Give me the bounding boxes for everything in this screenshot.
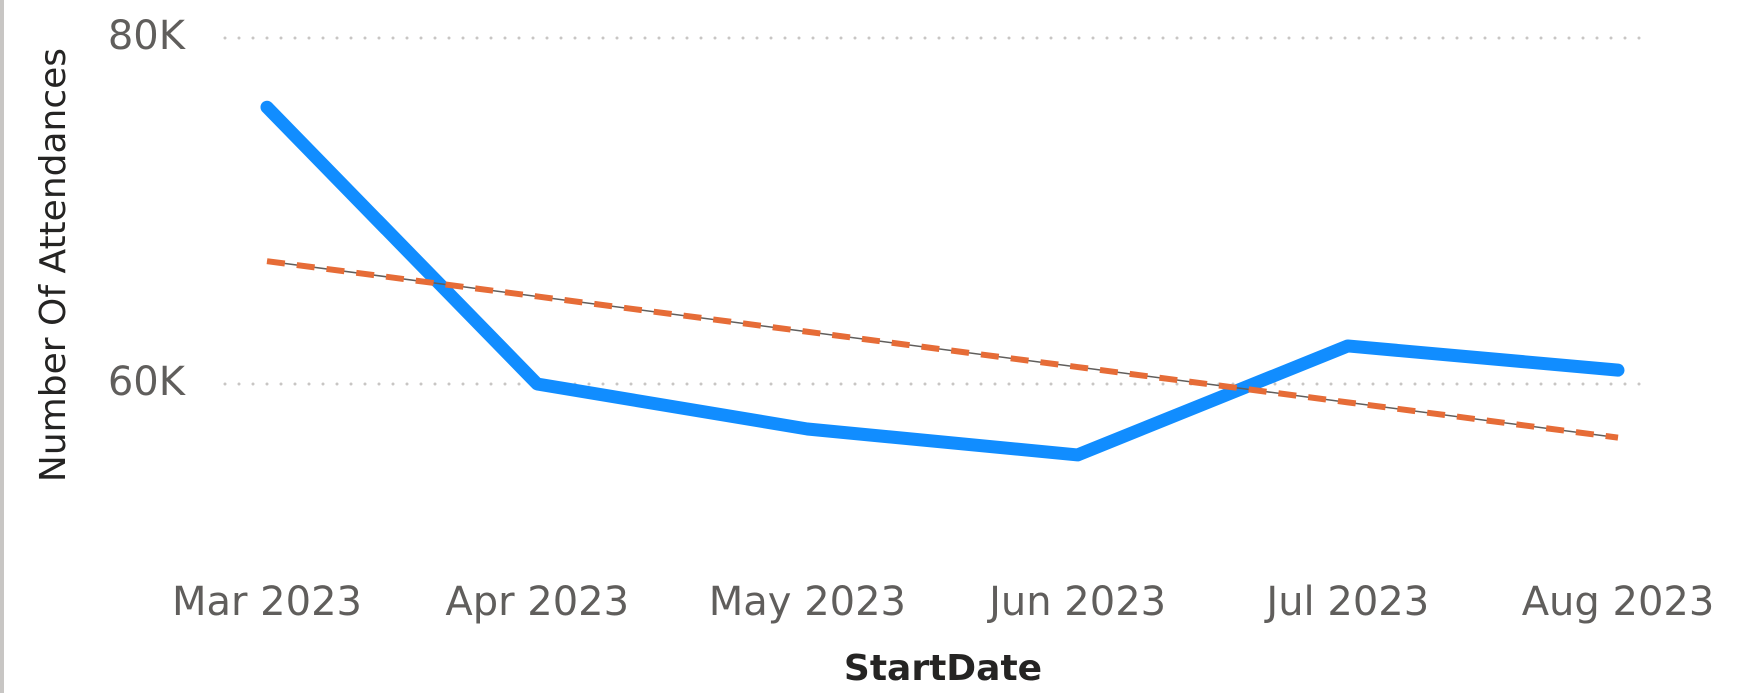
y-axis-title: Number Of Attendances bbox=[33, 48, 74, 482]
trend-line bbox=[266, 258, 1619, 441]
series-line bbox=[260, 100, 1625, 462]
y-tick-label: 80K bbox=[108, 13, 187, 59]
x-tick-label: Apr 2023 bbox=[445, 579, 629, 625]
x-tick-label: Mar 2023 bbox=[172, 579, 362, 625]
x-tick-label: May 2023 bbox=[709, 579, 906, 625]
x-tick-label: Aug 2023 bbox=[1522, 579, 1715, 625]
x-tick-label: Jul 2023 bbox=[1263, 579, 1429, 625]
x-axis-title: StartDate bbox=[844, 648, 1042, 689]
x-tick-label: Jun 2023 bbox=[986, 579, 1166, 625]
y-tick-label: 60K bbox=[108, 359, 187, 405]
frame-edge bbox=[0, 0, 4, 693]
